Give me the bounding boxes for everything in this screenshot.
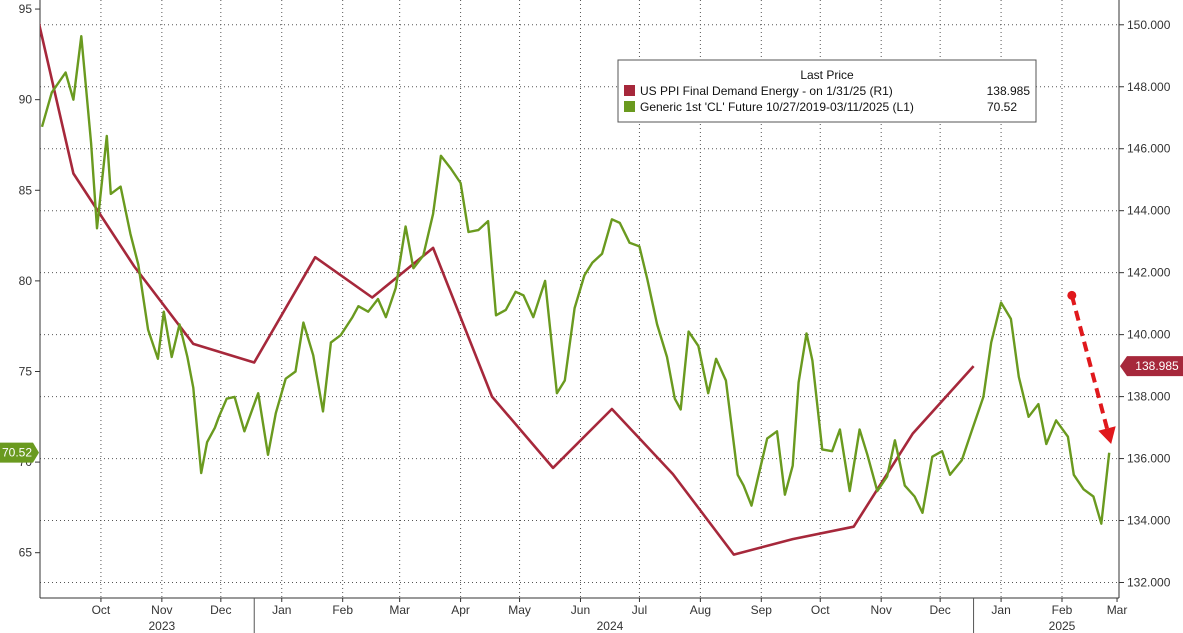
x-tick-label-5: Mar bbox=[389, 603, 410, 617]
right-tick-label-1: 134.000 bbox=[1127, 514, 1171, 528]
price-tag-ppi-text: 138.985 bbox=[1135, 359, 1179, 373]
price-tags: 138.985 70.52 bbox=[0, 356, 1183, 463]
right-tick-label-9: 150.000 bbox=[1127, 18, 1171, 32]
x-tick-label-13: Nov bbox=[871, 603, 892, 617]
series-line-ppi bbox=[40, 22, 975, 556]
year-label-1: 2024 bbox=[597, 619, 624, 633]
legend-swatch-ppi bbox=[624, 85, 635, 96]
legend-value-ppi: 138.985 bbox=[987, 84, 1031, 98]
x-tick-label-17: Mar bbox=[1107, 603, 1128, 617]
x-tick-label-1: Nov bbox=[151, 603, 172, 617]
left-tick-label-4: 85 bbox=[19, 183, 33, 197]
right-tick-label-6: 144.000 bbox=[1127, 204, 1171, 218]
x-tick-label-14: Dec bbox=[929, 603, 950, 617]
year-label-0: 2023 bbox=[149, 619, 176, 633]
x-tick-label-2: Dec bbox=[210, 603, 231, 617]
x-tick-label-0: Oct bbox=[92, 603, 111, 617]
x-tick-label-3: Jan bbox=[272, 603, 291, 617]
x-tick-label-12: Oct bbox=[811, 603, 830, 617]
left-tick-label-3: 80 bbox=[19, 274, 33, 288]
x-tick-label-11: Sep bbox=[751, 603, 773, 617]
x-tick-label-15: Jan bbox=[991, 603, 1010, 617]
price-tag-crude-text: 70.52 bbox=[2, 446, 32, 460]
x-tick-label-6: Apr bbox=[451, 603, 470, 617]
year-label-2: 2025 bbox=[1049, 619, 1076, 633]
legend-title: Last Price bbox=[800, 68, 854, 82]
legend-swatch-crude bbox=[624, 101, 635, 112]
right-tick-label-5: 142.000 bbox=[1127, 266, 1171, 280]
x-tick-label-9: Jul bbox=[632, 603, 647, 617]
price-tag-crude bbox=[0, 442, 39, 463]
price-tag-ppi bbox=[1120, 356, 1183, 377]
legend: Last Price US PPI Final Demand Energy - … bbox=[617, 59, 1037, 123]
annotation-layer bbox=[1067, 290, 1116, 444]
left-tick-label-0: 65 bbox=[19, 546, 33, 560]
legend-label-crude: Generic 1st 'CL' Future 10/27/2019-03/11… bbox=[640, 100, 914, 114]
x-tick-label-10: Aug bbox=[690, 603, 711, 617]
x-tick-label-16: Feb bbox=[1052, 603, 1073, 617]
annotation-arrow-shaft bbox=[1069, 294, 1109, 430]
left-tick-label-2: 75 bbox=[19, 364, 33, 378]
right-tick-label-4: 140.000 bbox=[1127, 328, 1171, 342]
legend-label-ppi: US PPI Final Demand Energy - on 1/31/25 … bbox=[640, 84, 893, 98]
left-tick-label-5: 90 bbox=[19, 93, 33, 107]
series-layer bbox=[40, 22, 1111, 556]
left-tick-label-6: 95 bbox=[19, 2, 33, 16]
series-line-crude bbox=[40, 35, 1111, 525]
x-tick-label-7: May bbox=[508, 603, 531, 617]
right-tick-label-0: 132.000 bbox=[1127, 576, 1171, 590]
x-tick-label-8: Jun bbox=[571, 603, 590, 617]
right-tick-label-2: 136.000 bbox=[1127, 452, 1171, 466]
right-tick-label-7: 146.000 bbox=[1127, 142, 1171, 156]
right-tick-label-8: 148.000 bbox=[1127, 80, 1171, 94]
legend-box bbox=[617, 59, 1037, 123]
chart-axes: 65707580859095132.000134.000136.000138.0… bbox=[19, 0, 1171, 633]
annotation-arrow-head bbox=[1098, 426, 1116, 444]
legend-value-crude: 70.52 bbox=[987, 100, 1017, 114]
right-tick-label-3: 138.000 bbox=[1127, 390, 1171, 404]
x-tick-label-4: Feb bbox=[332, 603, 353, 617]
